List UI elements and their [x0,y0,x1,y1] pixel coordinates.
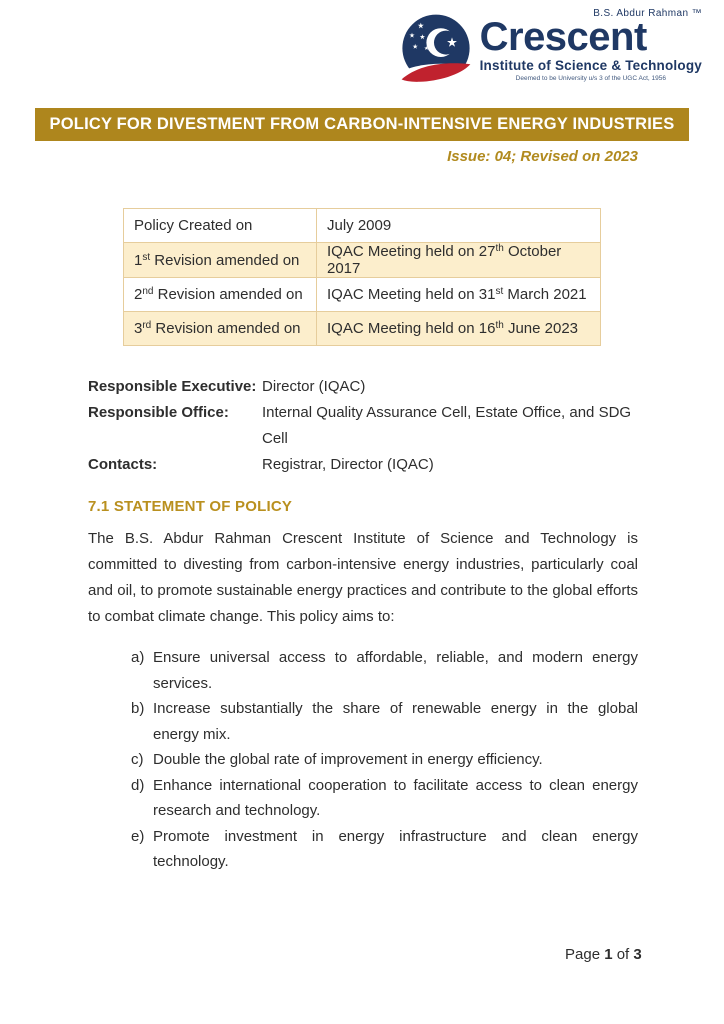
revision-label-cell: 2nd Revision amended on [123,277,317,312]
section-heading: 7.1 STATEMENT OF POLICY [88,498,293,515]
revision-value-cell: IQAC Meeting held on 27th October 2017 [316,242,601,278]
list-text: Enhance international cooperation to fac… [153,776,638,820]
revision-history-table: Policy Created on July 2009 1st Revision… [123,208,601,346]
revision-label-cell: 3rd Revision amended on [123,311,317,346]
brand-name: Crescent [479,15,648,59]
issue-revision-line: Issue: 04; Revised on 2023 [447,148,638,165]
crescent-emblem-icon [395,14,476,93]
list-text: Promote investment in energy infrastruct… [153,827,638,871]
field-value: Director (IQAC) [262,378,366,395]
field-value: Internal Quality Assurance Cell, Estate … [262,404,632,447]
list-item: d) Enhance international cooperation to … [131,773,638,824]
list-item: c) Double the global rate of improvement… [131,747,638,773]
institute-logo: B.S. Abdur Rahman ™ Crescent Institute o… [395,8,702,94]
table-row: 1st Revision amended on IQAC Meeting hel… [123,242,601,278]
policy-aims-list: a) Ensure universal access to affordable… [131,645,638,875]
field-value: Registrar, Director (IQAC) [262,456,434,473]
list-item: b) Increase substantially the share of r… [131,696,638,747]
revision-value-cell: IQAC Meeting held on 16th June 2023 [316,311,601,346]
brand-subtitle: Institute of Science & Technology [479,58,702,73]
list-marker: c) [131,751,144,768]
field-label: Responsible Office: [88,404,229,421]
contacts-row: Contacts: Registrar, Director (IQAC) [88,452,644,478]
list-text: Increase substantially the share of rene… [153,700,638,743]
table-row: 2nd Revision amended on IQAC Meeting hel… [123,277,601,312]
revision-label-cell: Policy Created on [123,208,317,243]
table-row: 3rd Revision amended on IQAC Meeting hel… [123,311,601,346]
list-item: a) Ensure universal access to affordable… [131,645,638,696]
list-text: Double the global rate of improvement in… [153,751,543,768]
page-number: Page 1 of 3 [565,946,642,963]
list-text: Ensure universal access to affordable, r… [153,649,638,692]
policy-title-banner: POLICY FOR DIVESTMENT FROM CARBON-INTENS… [35,108,689,141]
field-label: Responsible Executive: [88,378,257,395]
list-marker: a) [131,649,145,666]
list-marker: b) [131,700,145,717]
list-item: e) Promote investment in energy infrastr… [131,824,638,875]
revision-value-cell: IQAC Meeting held on 31st March 2021 [316,277,601,312]
table-row: Policy Created on July 2009 [123,208,601,243]
list-marker: e) [131,827,145,845]
logo-text-block: B.S. Abdur Rahman ™ Crescent Institute o… [480,8,702,82]
list-marker: d) [131,776,145,794]
responsible-executive-row: Responsible Executive: Director (IQAC) [88,374,644,400]
policy-paragraph: The B.S. Abdur Rahman Crescent Institute… [88,530,638,625]
responsible-office-row: Responsible Office: Internal Quality Ass… [88,400,644,452]
revision-value-cell: July 2009 [316,208,601,243]
brand-prefix: B.S. Abdur Rahman ™ [593,8,702,19]
responsibilities-block: Responsible Executive: Director (IQAC) R… [88,374,644,478]
red-swoosh-icon [401,63,471,82]
brand-tagline: Deemed to be University u/s 3 of the UGC… [515,75,666,82]
revision-label-cell: 1st Revision amended on [123,242,317,278]
field-label: Contacts: [88,456,158,473]
